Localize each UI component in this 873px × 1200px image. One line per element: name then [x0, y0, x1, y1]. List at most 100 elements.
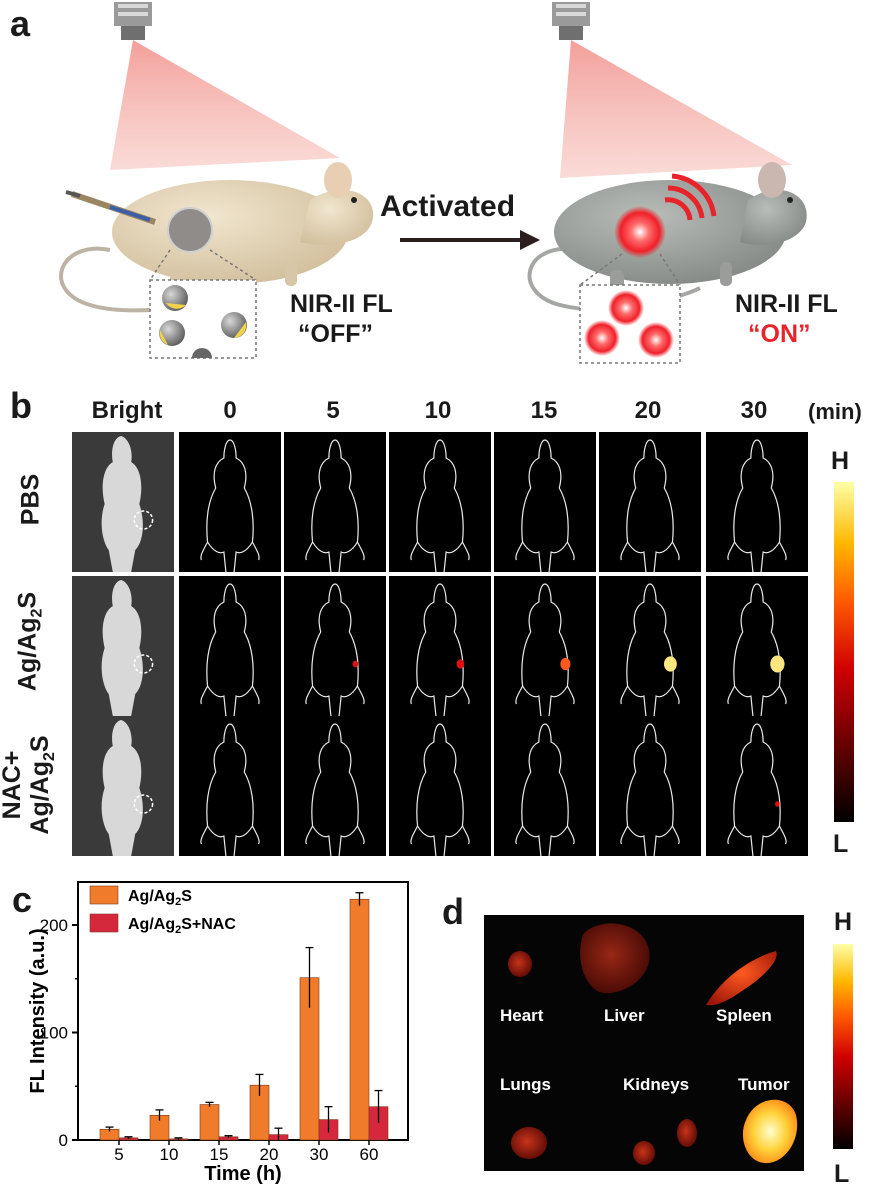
heart-organ: [508, 951, 532, 977]
tumor-signal: [770, 655, 785, 673]
bar-ag-ag2s: [199, 1104, 220, 1141]
inset-nanoparticles-off: [149, 249, 257, 359]
organ-label-heart: Heart: [500, 1006, 544, 1025]
bright-field-image: [72, 716, 174, 856]
light-beam-left: [110, 40, 340, 170]
tumor-signal: [775, 801, 780, 807]
mouse-outline: [200, 439, 260, 572]
activated-label: Activated: [380, 190, 516, 223]
y-tick-label: 0: [59, 1131, 68, 1150]
panel-a-illustration: [59, 2, 807, 364]
mouse-outline: [727, 583, 787, 716]
colorbar-b-high: H: [831, 447, 850, 475]
bar-ag-ag2s: [349, 898, 370, 1141]
row-label-pbs: PBS: [16, 473, 45, 526]
mouse-outline: [620, 583, 680, 716]
nir-image-cell: [284, 716, 386, 856]
panel-b-letter: b: [10, 385, 32, 426]
x-tick-label: 20: [260, 1145, 279, 1164]
liver-organ: [580, 923, 650, 994]
col-label-30: 30: [740, 397, 768, 424]
mouse-outline: [410, 583, 470, 716]
col-label-15: 15: [530, 397, 558, 424]
panel-d-letter: d: [442, 891, 464, 932]
mouse-outline: [620, 439, 680, 572]
kidney-organ-2: [677, 1119, 697, 1147]
col-label-10: 10: [424, 397, 452, 424]
organ-label-tumor: Tumor: [738, 1075, 790, 1094]
lamp-icon-left: [114, 2, 152, 40]
inset-nanoparticles-on: [579, 253, 681, 364]
nir-image-cell: [179, 576, 281, 716]
tumor-marker-circle: [133, 510, 154, 530]
legend-swatch: [89, 885, 119, 905]
nir-image-cell: [706, 432, 808, 572]
nir-image-cell: [179, 716, 281, 856]
tumor-signal: [560, 657, 571, 671]
row-label-nac-ag-ag2s: NAC+ Ag/Ag2S: [0, 735, 58, 835]
nir-image-cell: [706, 576, 808, 716]
mouse-outline: [515, 583, 575, 716]
row-label-ag-ag2s: Ag/Ag2S: [13, 591, 46, 692]
mouse-outline: [305, 723, 365, 856]
legend-label: Ag/Ag2S: [128, 888, 192, 908]
lungs-organ: [511, 1127, 547, 1159]
mouse-outline: [200, 583, 260, 716]
organ-label-kidneys: Kidneys: [623, 1075, 690, 1094]
mouse-silhouette: [101, 436, 143, 572]
nir-image-cell: [599, 576, 701, 716]
x-tick-label: 15: [210, 1145, 229, 1164]
mouse-outline: [727, 439, 787, 572]
tumor-signal: [663, 656, 677, 672]
lamp-icon-right: [552, 2, 590, 40]
nir-image-cell: [284, 576, 386, 716]
bright-field-image: [72, 576, 174, 716]
fl-intensity-chart: 0 100 200 5 10 15 20 30 60 Time (h) FL Intensity (…: [27, 881, 409, 1185]
ex-vivo-organ-image: [484, 915, 804, 1171]
nir-image-cell: [179, 432, 281, 572]
nir-image-cell: [284, 432, 386, 572]
mouse-outline: [620, 723, 680, 856]
y-tick-label: 100: [40, 1024, 68, 1043]
panel-c-letter: c: [12, 879, 33, 920]
panel-a-letter: a: [10, 3, 31, 44]
tumor-signal: [352, 660, 359, 668]
on-caption-line2: “ON”: [748, 320, 811, 348]
nir-image-cell: [389, 716, 491, 856]
tumor-marker-circle: [133, 794, 154, 814]
nir-image-cell: [599, 716, 701, 856]
y-axis-label: FL Intensity (a.u.): [27, 928, 49, 1093]
plot-frame: [77, 881, 409, 1141]
nir-image-cell: [599, 432, 701, 572]
colorbar-d-high: H: [834, 908, 853, 936]
col-label-0: 0: [223, 397, 237, 424]
nir-image-cell: [389, 576, 491, 716]
x-tick-label: 60: [360, 1145, 379, 1164]
colorbar-b: [834, 482, 854, 822]
x-tick-label: 5: [114, 1145, 123, 1164]
tumor-marker-circle: [133, 654, 154, 674]
tumor-organ: [742, 1099, 798, 1164]
off-caption-line1: NIR-II FL: [290, 290, 393, 318]
nir-image-cell: [494, 576, 596, 716]
y-tick-label: 200: [40, 916, 68, 935]
colorbar-d-low: L: [834, 1160, 850, 1188]
organ-fluorescence: [508, 923, 798, 1165]
organ-label-liver: Liver: [604, 1006, 645, 1025]
spleen-organ: [706, 951, 777, 1006]
legend-label: Ag/Ag2S+NAC: [128, 916, 236, 936]
col-label-20: 20: [634, 397, 662, 424]
bright-field-image: [72, 432, 174, 572]
mouse-outline: [515, 439, 575, 572]
mouse-silhouette: [101, 720, 143, 856]
nir-image-cell: [389, 432, 491, 572]
mouse-outline: [515, 723, 575, 856]
x-tick-label: 30: [310, 1145, 329, 1164]
mouse-outline: [410, 723, 470, 856]
nir-image-cell: [494, 716, 596, 856]
off-caption-line2: “OFF”: [298, 320, 373, 348]
mouse-outline: [305, 439, 365, 572]
mouse-outline: [727, 723, 787, 856]
col-label-5: 5: [326, 397, 340, 424]
x-tick-label: 10: [160, 1145, 179, 1164]
